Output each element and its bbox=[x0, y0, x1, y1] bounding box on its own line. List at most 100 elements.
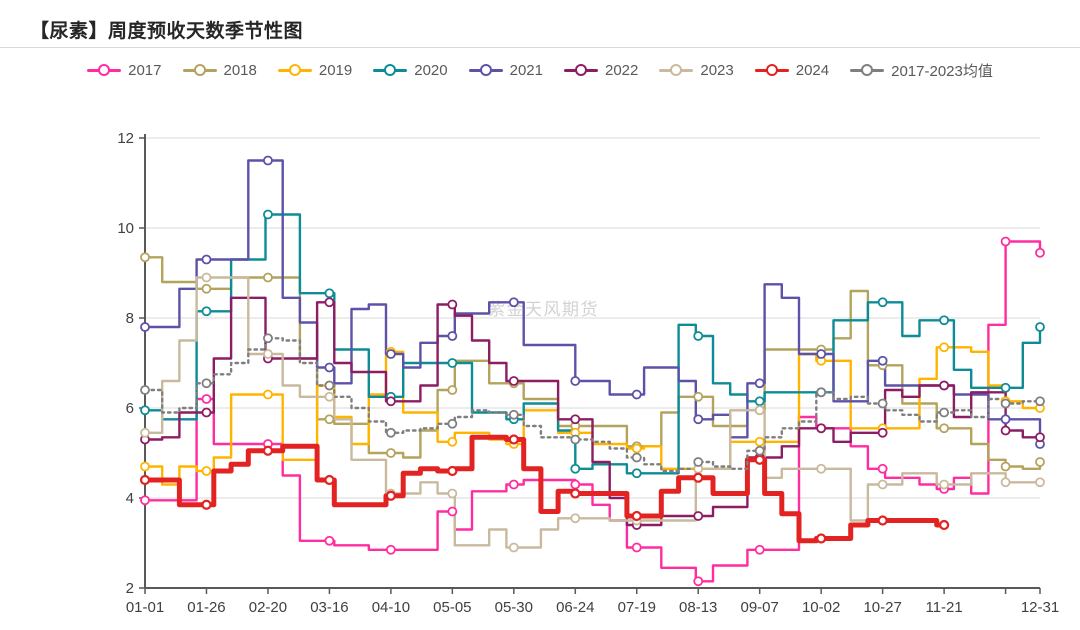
series-marker-2023 bbox=[263, 349, 273, 359]
legend-item-2024[interactable]: 2024 bbox=[754, 61, 830, 79]
series-line-2017 bbox=[143, 240, 1042, 583]
series-marker-2017 bbox=[508, 479, 519, 490]
legend-label: 2018 bbox=[223, 61, 257, 79]
series-marker-2017-2023均值 bbox=[324, 380, 335, 391]
series-marker-2022 bbox=[939, 380, 950, 391]
legend-item-2019[interactable]: 2019 bbox=[277, 61, 353, 79]
legend-item-2017-2023均值[interactable]: 2017-2023均值 bbox=[850, 60, 993, 81]
series-marker-2021 bbox=[816, 349, 827, 359]
series-marker-2019 bbox=[263, 389, 273, 400]
series-marker-2018 bbox=[1035, 457, 1045, 467]
series-marker-2019 bbox=[631, 443, 642, 454]
legend-item-2022[interactable]: 2022 bbox=[564, 62, 638, 79]
legend-item-2020[interactable]: 2020 bbox=[373, 61, 448, 79]
x-tick-label: 04-10 bbox=[372, 599, 410, 616]
series-marker-2021 bbox=[693, 414, 704, 425]
series-marker-2023 bbox=[1000, 477, 1011, 488]
series-marker-2021 bbox=[631, 389, 642, 400]
series-marker-2017-2023均值 bbox=[201, 378, 212, 389]
legend-marker-icon bbox=[754, 64, 789, 76]
legend-marker-icon bbox=[277, 64, 312, 76]
y-tick-label: 6 bbox=[126, 400, 134, 417]
series-marker-2020 bbox=[877, 297, 888, 308]
series-marker-2017-2023均值 bbox=[693, 457, 704, 467]
y-tick-label: 12 bbox=[117, 130, 134, 147]
series-marker-2020 bbox=[447, 358, 458, 368]
series-marker-2017-2023均值 bbox=[263, 333, 273, 344]
series-marker-2017-2023均值 bbox=[877, 398, 888, 409]
series-marker-2017 bbox=[201, 394, 212, 404]
legend-item-2023[interactable]: 2023 bbox=[659, 62, 734, 79]
series-marker-2024 bbox=[939, 519, 950, 531]
series-marker-2017-2023均值 bbox=[1000, 398, 1011, 409]
series-marker-2023 bbox=[324, 391, 335, 402]
series-marker-2018 bbox=[447, 385, 458, 395]
series-marker-2018 bbox=[693, 391, 704, 402]
series-marker-2023 bbox=[754, 405, 765, 416]
x-tick-label: 07-19 bbox=[618, 599, 656, 616]
x-tick-label: 10-27 bbox=[863, 599, 901, 616]
series-marker-2017 bbox=[324, 535, 335, 546]
series-marker-2024 bbox=[816, 533, 827, 544]
series-marker-2021 bbox=[754, 378, 765, 389]
x-tick-label: 05-30 bbox=[495, 599, 533, 616]
series-marker-2022 bbox=[693, 511, 704, 521]
series-marker-2023 bbox=[201, 272, 212, 283]
series-marker-2024 bbox=[447, 465, 458, 477]
legend-item-2021[interactable]: 2021 bbox=[468, 62, 543, 79]
legend-item-2017[interactable]: 2017 bbox=[87, 61, 162, 79]
series-marker-2022 bbox=[385, 396, 396, 407]
series-marker-2019 bbox=[447, 436, 458, 447]
y-tick-label: 10 bbox=[117, 220, 134, 237]
y-tick-label: 4 bbox=[126, 490, 134, 507]
legend-item-2018[interactable]: 2018 bbox=[182, 61, 257, 79]
series-marker-2024 bbox=[201, 499, 212, 510]
chart-legend: 2017 2018 2019 2020 2021 2022 2023 2024 2017-202… bbox=[0, 56, 1080, 84]
x-tick-label: 01-26 bbox=[187, 599, 225, 616]
series-marker-2018 bbox=[201, 283, 212, 294]
x-tick-label: 08-13 bbox=[679, 599, 717, 616]
series-marker-2024 bbox=[508, 434, 519, 445]
x-tick-label: 12-31 bbox=[1021, 599, 1059, 616]
legend-label: 2020 bbox=[414, 61, 448, 79]
series-marker-2023 bbox=[508, 542, 519, 553]
series-marker-2020 bbox=[263, 209, 273, 220]
series-marker-2023 bbox=[447, 488, 458, 499]
series-marker-2017-2023均值 bbox=[570, 434, 581, 445]
series-marker-2020 bbox=[754, 396, 765, 407]
series-marker-2017 bbox=[1000, 236, 1011, 247]
series-line-2019 bbox=[143, 346, 1042, 486]
series-marker-2017-2023均值 bbox=[140, 385, 150, 395]
legend-marker-icon bbox=[87, 64, 122, 76]
series-marker-2017-2023均值 bbox=[939, 407, 950, 418]
legend-label: 2024 bbox=[795, 61, 830, 79]
legend-label: 2022 bbox=[605, 61, 639, 79]
x-tick-label: 05-05 bbox=[433, 599, 471, 616]
series-marker-2018 bbox=[263, 272, 273, 283]
x-tick-label: 03-16 bbox=[310, 599, 348, 616]
x-tick-label: 06-24 bbox=[556, 599, 594, 616]
series-marker-2021 bbox=[1000, 414, 1011, 425]
x-tick-label: 11-21 bbox=[925, 599, 962, 616]
series-marker-2023 bbox=[140, 427, 150, 438]
series-marker-2017 bbox=[140, 495, 150, 506]
series-line-2017-2023均值 bbox=[143, 337, 1042, 473]
series-marker-2017 bbox=[385, 544, 396, 555]
legend-marker-icon bbox=[182, 64, 217, 76]
legend-label: 2019 bbox=[318, 61, 353, 79]
series-marker-2023 bbox=[939, 479, 950, 490]
series-marker-2018 bbox=[385, 448, 396, 458]
series-marker-2021 bbox=[324, 362, 335, 373]
series-marker-2023 bbox=[1035, 477, 1045, 488]
series-marker-2022 bbox=[324, 297, 335, 308]
series-marker-2017-2023均值 bbox=[508, 409, 519, 420]
series-marker-2022 bbox=[201, 407, 212, 418]
series-marker-2023 bbox=[570, 513, 581, 524]
legend-label: 2017 bbox=[128, 61, 162, 79]
series-marker-2017 bbox=[877, 463, 888, 474]
series-marker-2017-2023均值 bbox=[385, 427, 396, 438]
series-marker-2017-2023均值 bbox=[816, 387, 827, 398]
series-marker-2024 bbox=[877, 515, 888, 526]
